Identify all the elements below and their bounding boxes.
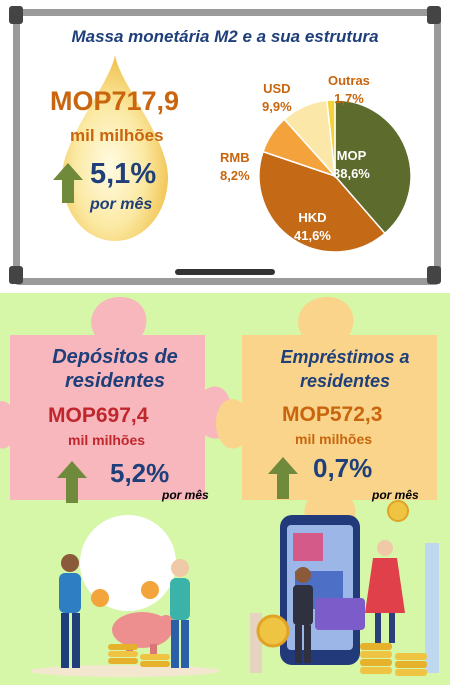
- pie-slice-outras: [326, 99, 336, 177]
- pie-label-usd: USD 9,9%: [262, 80, 292, 116]
- pie-label-mop-value: 38,6%: [333, 166, 370, 181]
- deposits-title-line2: residentes: [64, 370, 166, 392]
- pie-label-usd-value: 9,9%: [262, 99, 292, 114]
- pie-label-rmb: RMB 8,2%: [220, 149, 250, 185]
- pie-slice-mop: [334, 99, 412, 235]
- loans-change: 0,7%: [313, 453, 373, 483]
- deposits-up-arrow-icon: [57, 461, 87, 503]
- loans-up-arrow-icon: [268, 457, 298, 499]
- deposits-change: 5,2%: [110, 458, 170, 488]
- pie-label-hkd-value: 41,6%: [294, 228, 331, 243]
- pie-label-rmb-value: 8,2%: [220, 168, 250, 183]
- pie-slice-hkd: [258, 150, 386, 253]
- pie-label-mop-name: MOP: [336, 148, 367, 163]
- up-arrow-icon: [53, 163, 83, 203]
- loans-illustration: [250, 500, 439, 676]
- deposits-title: Depósitos de residentes: [15, 345, 215, 393]
- m2-structure-pie-chart: [258, 99, 412, 253]
- pie-label-rmb-name: RMB: [220, 150, 250, 165]
- pie-label-usd-name: USD: [263, 81, 291, 96]
- loans-title: Empréstimos a residentes: [250, 345, 440, 393]
- pie-label-outras-name: Outras: [328, 73, 370, 88]
- deposits-puzzle-piece: [0, 297, 232, 500]
- loans-unit: mil milhões: [295, 431, 373, 447]
- pie-label-hkd-name: HKD: [298, 210, 327, 225]
- drop-icon: [61, 55, 169, 241]
- page-title: Massa monetária M2 e a sua estrutura: [71, 27, 379, 46]
- pie-label-outras: Outras 1,7%: [328, 72, 370, 108]
- deposits-amount: MOP697,4: [48, 404, 149, 427]
- pie-label-outras-value: 1,7%: [334, 91, 364, 106]
- deposits-frequency: por mês: [162, 488, 209, 502]
- deposits-unit: mil milhões: [68, 432, 146, 448]
- deposits-title-line1: Depósitos de: [52, 346, 178, 368]
- loans-title-line2: residentes: [299, 371, 391, 391]
- pie-label-hkd: HKD 41,6%: [294, 209, 331, 245]
- m2-frequency: por mês: [90, 196, 153, 213]
- m2-unit: mil milhões: [70, 126, 164, 145]
- pie-label-mop: MOP 38,6%: [333, 147, 370, 183]
- m2-amount: MOP717,9: [50, 86, 180, 116]
- whiteboard-decor: [9, 6, 441, 284]
- m2-change: 5,1%: [90, 158, 157, 190]
- loans-amount: MOP572,3: [282, 403, 383, 426]
- deposits-illustration: [30, 515, 220, 677]
- loans-title-line1: Empréstimos a: [280, 347, 410, 367]
- loans-frequency: por mês: [372, 488, 419, 502]
